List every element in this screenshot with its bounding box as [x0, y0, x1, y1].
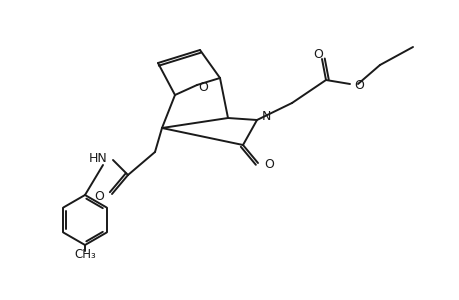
Text: O: O: [313, 47, 322, 61]
Text: O: O: [198, 80, 207, 94]
Text: O: O: [263, 158, 273, 172]
Text: O: O: [94, 190, 104, 203]
Text: CH₃: CH₃: [74, 248, 95, 262]
Text: N: N: [262, 110, 271, 124]
Text: O: O: [353, 79, 363, 92]
Text: HN: HN: [89, 152, 108, 164]
